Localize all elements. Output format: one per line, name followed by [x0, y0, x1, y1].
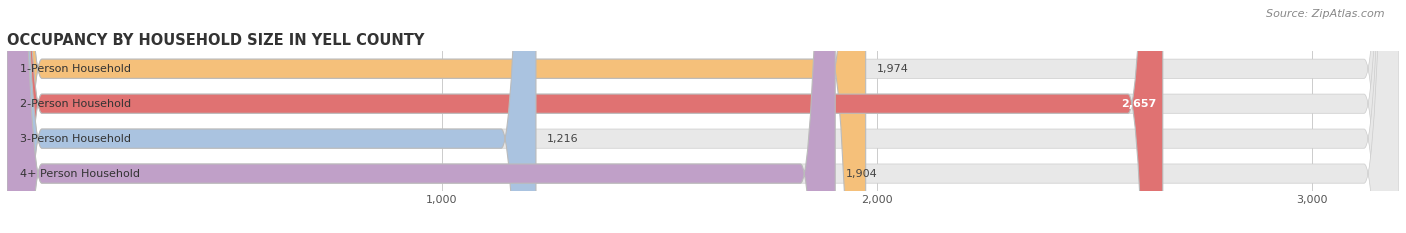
Text: 2-Person Household: 2-Person Household [20, 99, 131, 109]
Text: 4+ Person Household: 4+ Person Household [20, 169, 141, 178]
FancyBboxPatch shape [7, 0, 1399, 233]
Text: 1-Person Household: 1-Person Household [20, 64, 131, 74]
FancyBboxPatch shape [7, 0, 866, 233]
Text: Source: ZipAtlas.com: Source: ZipAtlas.com [1267, 9, 1385, 19]
FancyBboxPatch shape [7, 0, 1399, 233]
Text: 1,904: 1,904 [846, 169, 877, 178]
FancyBboxPatch shape [7, 0, 1163, 233]
Text: 1,216: 1,216 [547, 134, 578, 144]
Text: 1,974: 1,974 [876, 64, 908, 74]
FancyBboxPatch shape [7, 0, 835, 233]
FancyBboxPatch shape [7, 0, 1399, 233]
Text: 3-Person Household: 3-Person Household [20, 134, 131, 144]
Text: 2,657: 2,657 [1121, 99, 1156, 109]
FancyBboxPatch shape [7, 0, 536, 233]
Text: OCCUPANCY BY HOUSEHOLD SIZE IN YELL COUNTY: OCCUPANCY BY HOUSEHOLD SIZE IN YELL COUN… [7, 34, 425, 48]
FancyBboxPatch shape [7, 0, 1399, 233]
